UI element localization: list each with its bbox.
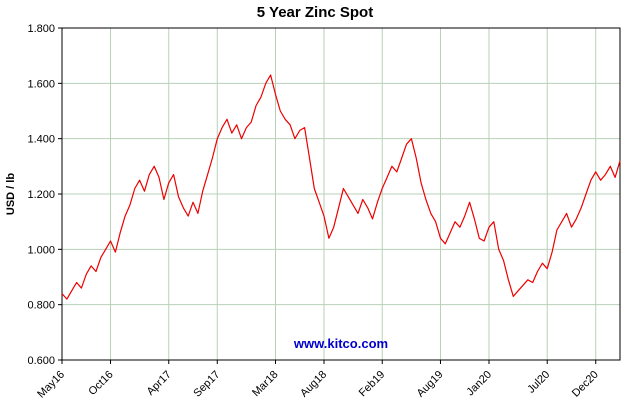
x-tick-label: Aug18 — [298, 369, 329, 400]
x-tick-label: Jul20 — [525, 369, 552, 396]
y-tick-label: 1.200 — [27, 189, 55, 201]
y-tick-label: 0.600 — [27, 355, 55, 367]
y-tick-label: 1.800 — [27, 23, 55, 35]
y-tick-label: 1.000 — [27, 244, 55, 256]
x-tick-label: Jan20 — [464, 369, 494, 399]
x-tick-label: Mar18 — [250, 369, 281, 400]
x-tick-label: Dec20 — [570, 369, 601, 400]
x-tick-label: Sep17 — [191, 369, 222, 400]
x-tick-label: May16 — [35, 369, 67, 400]
price-line — [61, 74, 621, 300]
x-tick-label: Aug19 — [415, 369, 446, 400]
chart-title: 5 Year Zinc Spot — [256, 4, 374, 21]
y-axis-title: USD / lb — [5, 172, 17, 216]
y-tick-label: 0.800 — [27, 300, 55, 312]
kitco-watermark-link[interactable]: www.kitco.com — [293, 336, 389, 351]
x-tick-label: Feb19 — [357, 369, 388, 400]
x-tick-label: Oct16 — [86, 369, 115, 398]
x-tick-label: Apr17 — [145, 369, 174, 398]
y-tick-label: 1.600 — [27, 78, 55, 90]
y-tick-label: 1.400 — [27, 134, 55, 146]
